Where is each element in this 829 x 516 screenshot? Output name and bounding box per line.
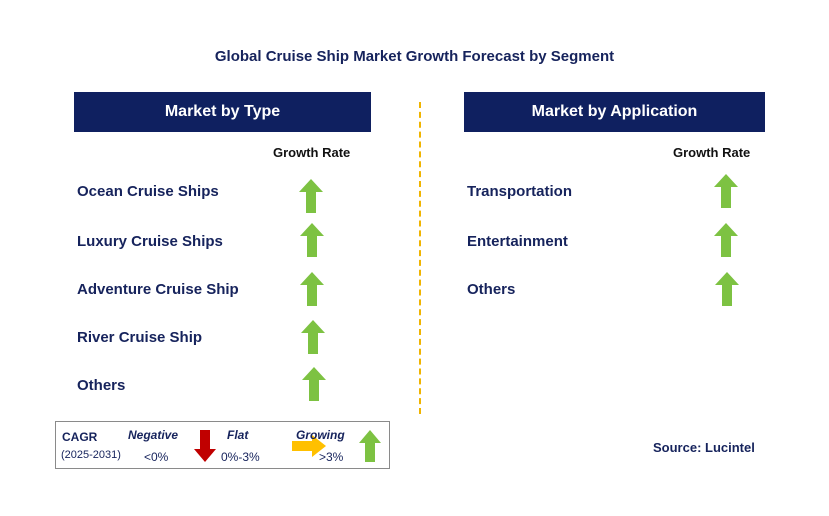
down-arrow-icon bbox=[194, 430, 216, 462]
legend-cagr-label: CAGR bbox=[62, 430, 98, 444]
up-arrow-icon bbox=[302, 367, 326, 401]
application-panel-header: Market by Application bbox=[464, 92, 765, 132]
type-panel-header: Market by Type bbox=[74, 92, 371, 132]
legend-growing-range: >3% bbox=[319, 450, 344, 464]
type-item-river: River Cruise Ship bbox=[77, 329, 203, 346]
up-arrow-icon bbox=[299, 179, 323, 213]
up-arrow-icon bbox=[359, 430, 381, 462]
application-growth-rate-label: Growth Rate bbox=[673, 145, 751, 160]
legend-negative-label: Negative bbox=[128, 428, 179, 442]
source-label: Source: Lucintel bbox=[653, 440, 755, 455]
legend-period: (2025-2031) bbox=[61, 449, 121, 461]
legend-negative-range: <0% bbox=[144, 450, 169, 464]
page-title: Global Cruise Ship Market Growth Forecas… bbox=[214, 48, 615, 65]
type-item-ocean: Ocean Cruise Ships bbox=[77, 183, 219, 200]
type-growth-rate-label: Growth Rate bbox=[273, 145, 351, 160]
application-item-entertainment: Entertainment bbox=[467, 233, 568, 250]
right-arrow-icon bbox=[292, 435, 326, 457]
cagr-legend: CAGR (2025-2031) Negative <0% Flat 0%-3%… bbox=[55, 421, 390, 469]
up-arrow-icon bbox=[300, 223, 324, 257]
up-arrow-icon bbox=[715, 272, 739, 306]
up-arrow-icon bbox=[300, 272, 324, 306]
up-arrow-icon bbox=[301, 320, 325, 354]
type-item-others: Others bbox=[77, 377, 126, 394]
legend-flat-label: Flat bbox=[227, 428, 249, 442]
legend-flat-range: 0%-3% bbox=[221, 450, 260, 464]
legend-growing-label: Growing bbox=[296, 428, 345, 442]
up-arrow-icon bbox=[714, 174, 738, 208]
up-arrow-icon bbox=[714, 223, 738, 257]
type-item-luxury: Luxury Cruise Ships bbox=[77, 233, 223, 250]
type-item-adventure: Adventure Cruise Ship bbox=[77, 281, 239, 298]
application-item-others: Others bbox=[467, 281, 516, 298]
panel-divider bbox=[419, 102, 421, 414]
application-item-transportation: Transportation bbox=[467, 183, 573, 200]
